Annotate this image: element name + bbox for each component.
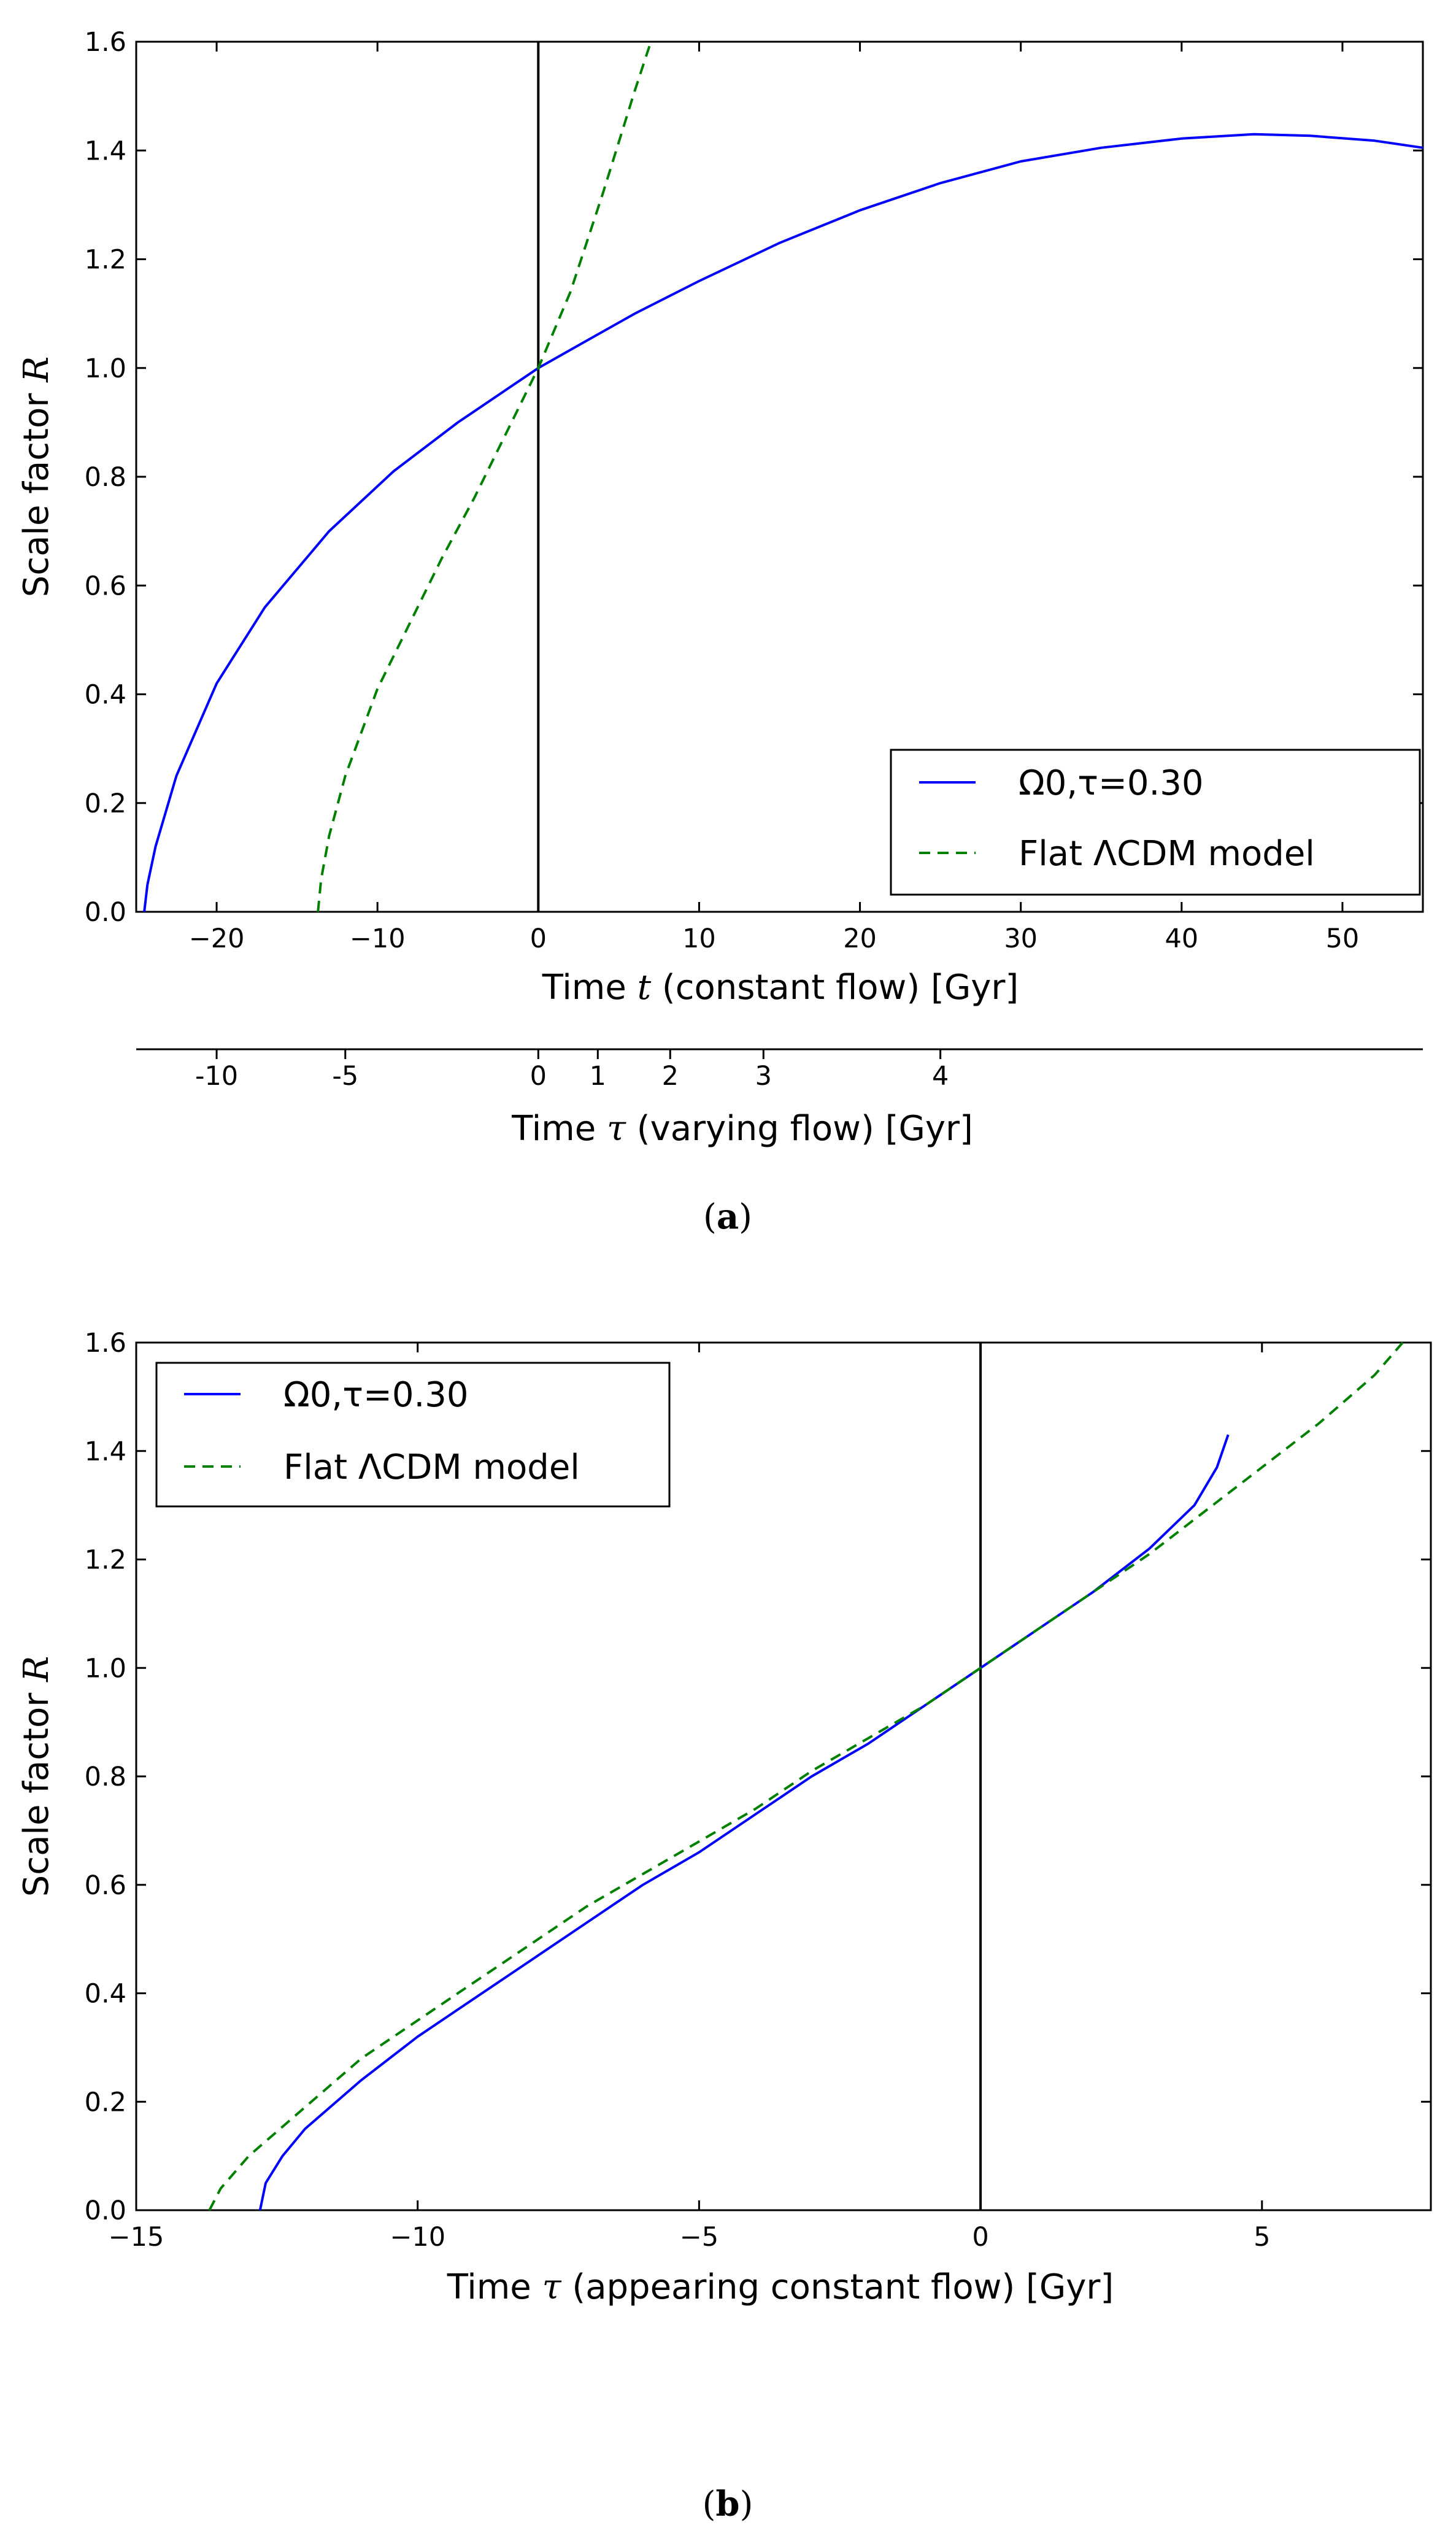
panel-b-y-tick-label: 0.0	[85, 2195, 126, 2226]
panel-b-series-lcdm-line	[208, 1341, 1404, 2211]
panel-a-x-tick-label: 30	[1004, 923, 1038, 954]
panel-a-secondary-axis-label: Time τ (varying flow) [Gyr]	[511, 1109, 973, 1149]
panel-a-secondary-tick-label: 2	[662, 1061, 679, 1092]
panel-a-y-tick-label: 0.4	[85, 680, 126, 711]
panel-b-y-tick-label: 0.6	[85, 1870, 126, 1901]
panel-a-secondary-tick-label: 3	[755, 1061, 772, 1092]
panel-b-caption: (b)	[703, 2484, 753, 2524]
panel-b-y-tick-label: 1.4	[85, 1436, 126, 1467]
panel-a-x-tick-label: −10	[350, 923, 406, 954]
panel-a-x-tick-label: −20	[189, 923, 245, 954]
panel-b-series	[208, 1341, 1404, 2211]
panel-a-x-tick-label: 0	[530, 923, 547, 954]
panel-a-y-tick-label: 1.2	[85, 245, 126, 276]
panel-a-y-tick-label: 0.2	[85, 788, 126, 819]
panel-b-y-tick-label: 1.2	[85, 1545, 126, 1576]
panel-b-x-tick-label: 0	[972, 2222, 988, 2253]
panel-b-x-tick-label: 5	[1254, 2222, 1270, 2253]
panel-a-series	[143, 41, 1423, 912]
panel-a-secondary-tick-label: 1	[590, 1061, 606, 1092]
panel-a-secondary-ticks: -10 -5 0 1 2 3 4	[195, 1049, 949, 1092]
panel-b-y-tick-label: 1.6	[85, 1328, 126, 1359]
panel-a-secondary-tick-label: -5	[332, 1061, 358, 1092]
panel-a-y-tick-label: 1.4	[85, 136, 126, 166]
panel-b-legend-label-lcdm: Flat ΛCDM model	[283, 1447, 580, 1487]
panel-b-y-axis-label: Scale factor R	[17, 1656, 56, 1897]
panel-a-y-axis-label: Scale factor R	[17, 357, 56, 598]
panel-b-y-tick-label: 0.4	[85, 1979, 126, 2010]
panel-a-ticks: −20 −10 0 10 20 30 40 50 0.0 0.2 0.4 0.6 0.8 1.0 1.2 1.…	[85, 27, 1423, 954]
panel-a-y-tick-label: 1.6	[85, 27, 126, 58]
panel-a-x-tick-label: 50	[1326, 923, 1360, 954]
panel-b-y-tick-label: 1.0	[85, 1653, 126, 1684]
panel-a-y-tick-label: 0.6	[85, 571, 126, 601]
panel-b-y-tick-label: 0.8	[85, 1762, 126, 1792]
panel-a-caption: (a)	[703, 1197, 752, 1237]
panel-a-series-model-line	[143, 133, 1423, 912]
panel-a-secondary-tick-label: 0	[530, 1061, 547, 1092]
panel-b-series-model-line	[258, 1434, 1230, 2211]
panel-b-y-tick-label: 0.2	[85, 2087, 126, 2118]
panel-b-x-tick-label: −15	[109, 2222, 164, 2253]
panel-a-legend-box	[890, 749, 1421, 896]
panel-a-x-tick-label: 10	[682, 923, 716, 954]
panel-a-secondary-tick-label: 4	[932, 1061, 949, 1092]
panel-a-y-tick-label: 1.0	[85, 353, 126, 384]
panel-b-legend-box	[155, 1362, 671, 1508]
panel-b-legend: Ω0,τ=0.30 Flat ΛCDM model	[155, 1362, 671, 1508]
panel-b-x-axis-label: Time τ (appearing constant flow) [Gyr]	[447, 2267, 1114, 2307]
panel-a-series-lcdm-line	[317, 41, 652, 912]
panel-a-legend-label-lcdm: Flat ΛCDM model	[1019, 834, 1315, 874]
panel-a-legend: Ω0,τ=0.30 Flat ΛCDM model	[890, 749, 1421, 896]
panel-b-x-tick-label: −5	[680, 2222, 718, 2253]
panel-a-x-axis-label: Time t (constant flow) [Gyr]	[542, 968, 1019, 1008]
panel-a-secondary-tick-label: -10	[195, 1061, 238, 1092]
panel-b: −15 −10 −5 0 5 0.0 0.2 0.4 0.6 0.8 1.0 1.2 1.4 1.6 Ω0…	[17, 1328, 1432, 2524]
panel-a-y-tick-label: 0.8	[85, 462, 126, 493]
panel-a-legend-label-model: Ω0,τ=0.30	[1019, 763, 1204, 803]
panel-b-x-tick-label: −10	[390, 2222, 445, 2253]
panel-b-ticks: −15 −10 −5 0 5 0.0 0.2 0.4 0.6 0.8 1.0 1.2 1.4 1.6	[85, 1328, 1431, 2253]
panel-a-x-tick-label: 40	[1165, 923, 1198, 954]
panel-a-y-tick-label: 0.0	[85, 897, 126, 928]
panel-a: −20 −10 0 10 20 30 40 500.00.20.40.60.81.01.21.…	[17, 27, 1424, 1237]
panel-a-x-tick-label: 20	[843, 923, 877, 954]
panel-b-legend-label-model: Ω0,τ=0.30	[283, 1375, 469, 1415]
